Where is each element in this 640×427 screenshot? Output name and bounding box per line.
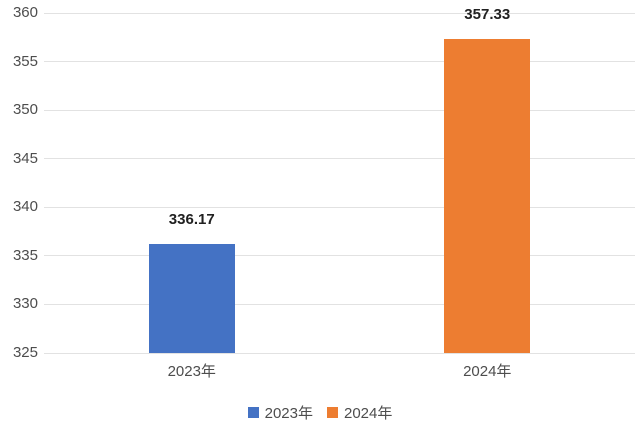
- bar-value-label: 357.33: [464, 5, 511, 23]
- legend: 2023年 2024年: [0, 402, 640, 423]
- gridline-325: [44, 352, 635, 354]
- legend-item-label: 2023年: [264, 405, 313, 422]
- legend-swatch-icon: [327, 407, 338, 418]
- y-axis-tick-label: 360: [12, 4, 38, 21]
- gridline-335: [44, 255, 635, 257]
- bar-value-label: 336.17: [168, 211, 215, 229]
- y-axis-tick-label: 335: [12, 246, 38, 264]
- legend-item-label: 2024年: [344, 405, 393, 422]
- y-axis-tick-label: 350: [12, 101, 38, 119]
- x-axis-category-label: 2024年: [463, 363, 512, 380]
- legend-item-2024年[interactable]: 2024年: [327, 402, 392, 423]
- gridline-330: [44, 303, 635, 305]
- y-axis-tick-label: 340: [12, 198, 38, 216]
- gridline-340: [44, 206, 635, 208]
- legend-item-2023年[interactable]: 2023年: [247, 402, 313, 423]
- gridline-355: [44, 61, 635, 63]
- x-axis-category-label: 2023年: [167, 363, 216, 380]
- y-axis-tick-label: 355: [12, 52, 38, 70]
- bar-2024年[interactable]: [444, 38, 531, 353]
- y-axis-tick-label: 330: [12, 295, 38, 313]
- y-axis-tick-label: 345: [12, 149, 38, 167]
- y-axis-tick-label: 325: [12, 344, 38, 361]
- legend-swatch-icon: [247, 407, 259, 418]
- gridline-345: [44, 158, 635, 160]
- bar-2023年[interactable]: [148, 244, 235, 353]
- gridline-350: [44, 109, 635, 111]
- gridline-360: [44, 12, 635, 14]
